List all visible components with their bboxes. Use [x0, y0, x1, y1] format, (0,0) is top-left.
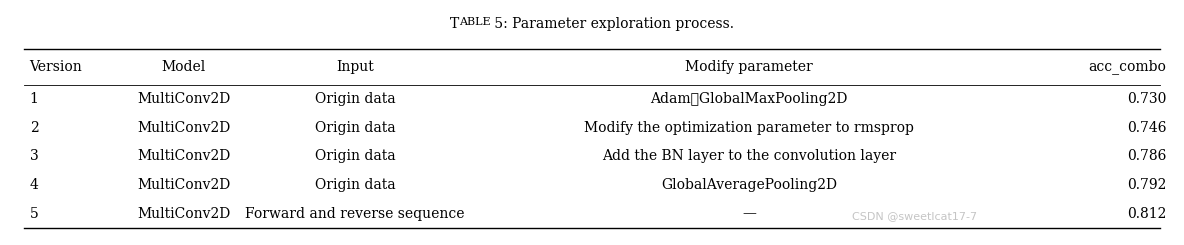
Text: 0.730: 0.730: [1127, 92, 1166, 106]
Text: 3: 3: [30, 149, 38, 163]
Text: MultiConv2D: MultiConv2D: [137, 92, 230, 106]
Text: —: —: [742, 207, 755, 220]
Text: Origin data: Origin data: [315, 178, 395, 192]
Text: Add the BN layer to the convolution layer: Add the BN layer to the convolution laye…: [601, 149, 896, 163]
Text: 5: 5: [30, 207, 38, 220]
Text: GlobalAveragePooling2D: GlobalAveragePooling2D: [661, 178, 837, 192]
Text: Origin data: Origin data: [315, 149, 395, 163]
Text: MultiConv2D: MultiConv2D: [137, 207, 230, 220]
Text: Modify parameter: Modify parameter: [686, 60, 812, 74]
Text: CSDN @sweetlcat17-7: CSDN @sweetlcat17-7: [852, 211, 978, 221]
Text: ABLE: ABLE: [459, 17, 490, 27]
Text: 1: 1: [30, 92, 38, 106]
Text: Forward and reverse sequence: Forward and reverse sequence: [245, 207, 465, 220]
Text: acc_combo: acc_combo: [1088, 59, 1166, 74]
Text: Version: Version: [30, 60, 83, 74]
Text: MultiConv2D: MultiConv2D: [137, 121, 230, 135]
Text: MultiConv2D: MultiConv2D: [137, 149, 230, 163]
Text: Model: Model: [161, 60, 206, 74]
Text: 0.786: 0.786: [1127, 149, 1166, 163]
Text: Origin data: Origin data: [315, 92, 395, 106]
Text: 0.812: 0.812: [1127, 207, 1166, 220]
Text: Origin data: Origin data: [315, 121, 395, 135]
Text: 2: 2: [30, 121, 38, 135]
Text: T: T: [450, 17, 459, 31]
Text: Input: Input: [336, 60, 374, 74]
Text: 0.792: 0.792: [1127, 178, 1166, 192]
Text: 0.746: 0.746: [1127, 121, 1166, 135]
Text: MultiConv2D: MultiConv2D: [137, 178, 230, 192]
Text: 4: 4: [30, 178, 38, 192]
Text: 5: Parameter exploration process.: 5: Parameter exploration process.: [490, 17, 734, 31]
Text: Modify the optimization parameter to rmsprop: Modify the optimization parameter to rms…: [584, 121, 914, 135]
Text: Adam、GlobalMaxPooling2D: Adam、GlobalMaxPooling2D: [650, 92, 848, 106]
